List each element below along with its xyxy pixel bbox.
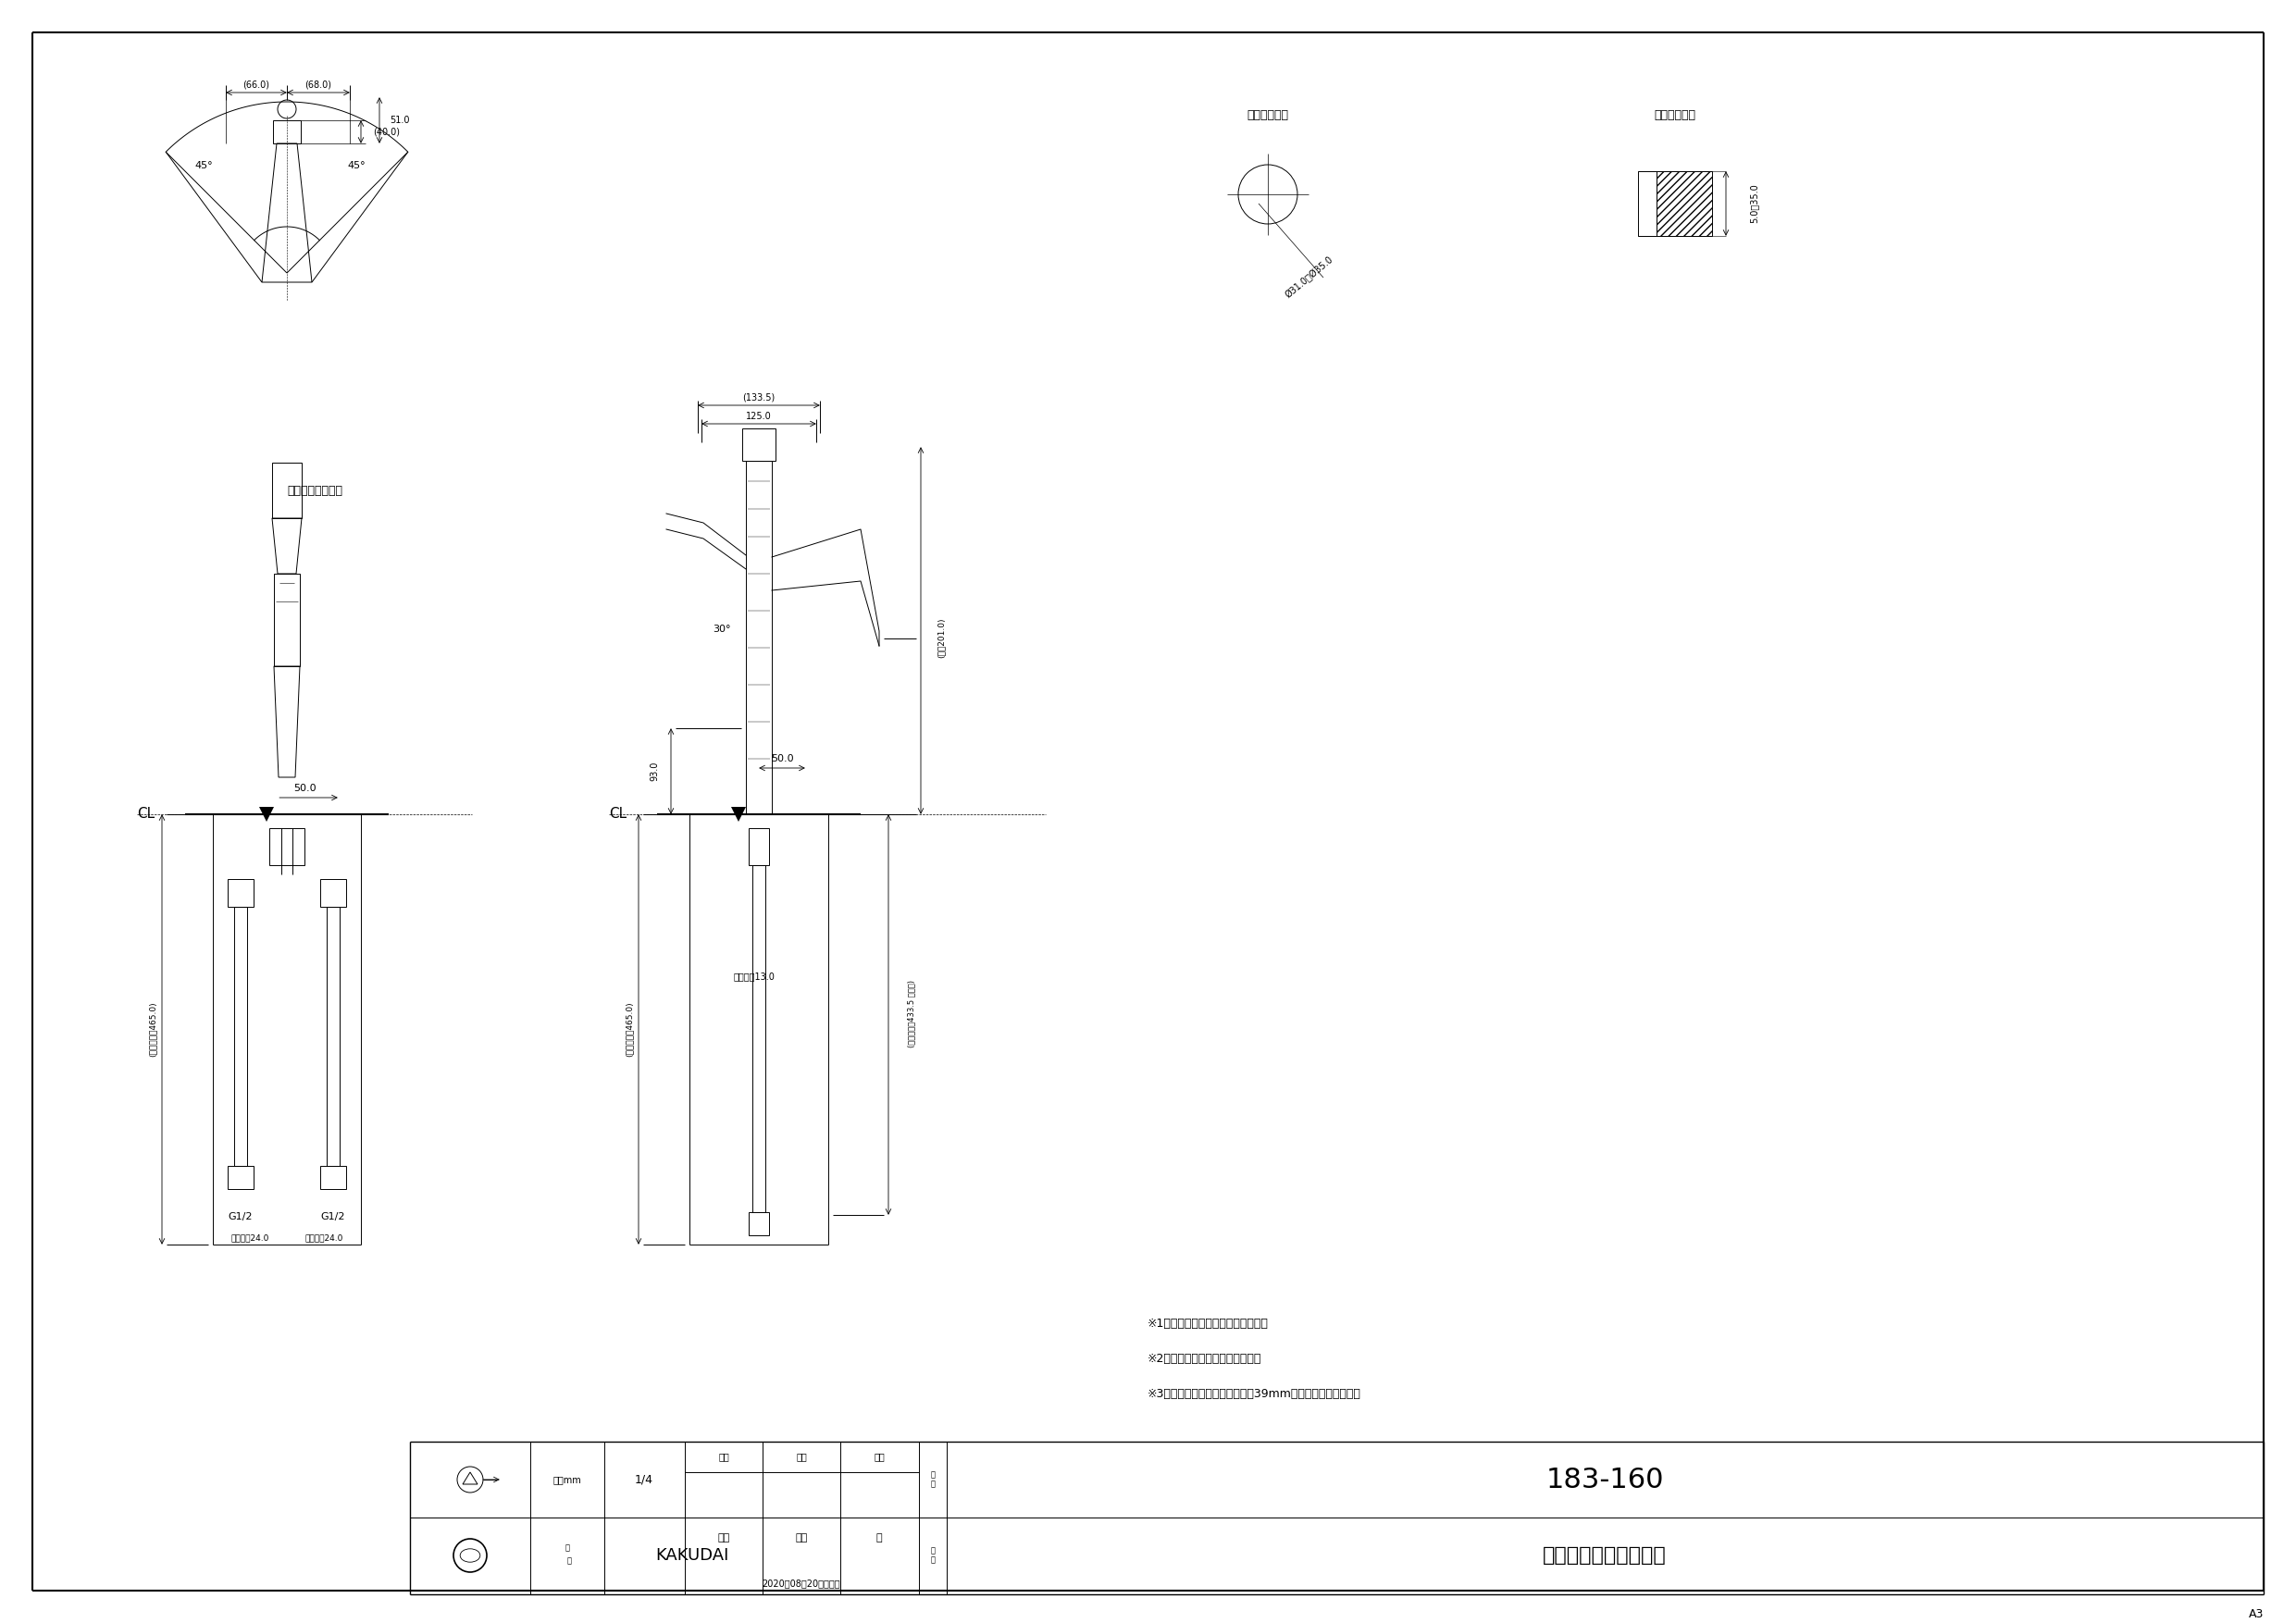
Text: KAKUDAI: KAKUDAI xyxy=(654,1547,728,1565)
Text: 品
名: 品 名 xyxy=(930,1547,934,1565)
Polygon shape xyxy=(259,807,273,821)
Text: A3: A3 xyxy=(2248,1608,2264,1620)
Text: 5.0～35.0: 5.0～35.0 xyxy=(1750,183,1759,224)
Text: 93.0: 93.0 xyxy=(650,761,659,781)
Text: G1/2: G1/2 xyxy=(227,1212,253,1222)
Text: 1/4: 1/4 xyxy=(636,1474,654,1485)
Text: CL: CL xyxy=(608,807,627,821)
Bar xyxy=(227,1165,253,1190)
Text: ※3　ブレードホースは曲げ半彄39mm以上を確保すること。: ※3 ブレードホースは曲げ半彄39mm以上を確保すること。 xyxy=(1148,1388,1362,1399)
Bar xyxy=(273,120,301,143)
Text: 30°: 30° xyxy=(712,625,730,635)
Bar xyxy=(227,880,253,907)
Bar xyxy=(319,1165,347,1190)
Text: 承認: 承認 xyxy=(875,1453,884,1461)
Text: 製図: 製図 xyxy=(719,1453,730,1461)
Text: 黒崎: 黒崎 xyxy=(719,1534,730,1542)
Bar xyxy=(319,880,347,907)
Text: 尺: 尺 xyxy=(565,1543,569,1552)
Text: 六角対辺24.0: 六角対辺24.0 xyxy=(305,1233,344,1242)
Text: 度: 度 xyxy=(567,1556,572,1565)
Text: 品
番: 品 番 xyxy=(930,1470,934,1488)
Text: 51.0: 51.0 xyxy=(390,115,409,125)
Text: 2020年08月20日　作成: 2020年08月20日 作成 xyxy=(762,1579,840,1587)
Text: 祝: 祝 xyxy=(877,1534,882,1542)
Text: CL: CL xyxy=(138,807,154,821)
Text: ハンドル回転角度: ハンドル回転角度 xyxy=(287,484,342,497)
Text: 45°: 45° xyxy=(195,161,214,170)
Text: (取付部より433.5 基準値): (取付部より433.5 基準値) xyxy=(907,980,916,1048)
Text: Ø31.0～Ø35.0: Ø31.0～Ø35.0 xyxy=(1283,255,1336,300)
Text: (取付部より465.0): (取付部より465.0) xyxy=(625,1001,634,1057)
Text: 45°: 45° xyxy=(347,161,365,170)
Text: (40.0): (40.0) xyxy=(374,127,400,136)
Bar xyxy=(742,428,776,461)
Text: 山田: 山田 xyxy=(794,1534,808,1542)
Text: 天板取付穴径: 天板取付穴径 xyxy=(1247,110,1288,122)
Text: (133.5): (133.5) xyxy=(742,393,776,403)
Text: 検図: 検図 xyxy=(797,1453,806,1461)
Bar xyxy=(326,907,340,1165)
Bar xyxy=(748,1212,769,1235)
Bar xyxy=(753,865,765,1212)
Text: 125.0: 125.0 xyxy=(746,412,771,420)
Text: 50.0: 50.0 xyxy=(771,755,794,763)
Bar xyxy=(273,573,301,665)
Bar xyxy=(748,828,769,865)
Text: (取付部より465.0): (取付部より465.0) xyxy=(149,1001,156,1057)
Bar xyxy=(269,828,305,865)
Text: 50.0: 50.0 xyxy=(294,784,317,794)
Bar xyxy=(273,463,301,518)
Bar xyxy=(1637,170,1655,235)
Bar xyxy=(234,907,248,1165)
Text: 六角対辺24.0: 六角対辺24.0 xyxy=(232,1233,269,1242)
Text: ※2　止水栓を必ず設置すること。: ※2 止水栓を必ず設置すること。 xyxy=(1148,1352,1263,1365)
Text: (66.0): (66.0) xyxy=(243,81,269,89)
Text: ※1　（）内寸法は参考寸法である。: ※1 （）内寸法は参考寸法である。 xyxy=(1148,1318,1270,1329)
Polygon shape xyxy=(730,807,746,821)
Bar xyxy=(746,461,771,815)
Text: (全長201.0): (全長201.0) xyxy=(937,617,946,657)
Text: 天板締付範囲: 天板締付範囲 xyxy=(1653,110,1697,122)
Text: 183-160: 183-160 xyxy=(1545,1466,1665,1493)
Text: 六角対辺13.0: 六角対辺13.0 xyxy=(732,972,776,980)
Text: G1/2: G1/2 xyxy=(321,1212,344,1222)
Text: 単位mm: 単位mm xyxy=(553,1475,581,1483)
Bar xyxy=(1655,170,1713,235)
Text: (68.0): (68.0) xyxy=(305,81,331,89)
Text: シングルレバー混合栓: シングルレバー混合栓 xyxy=(1543,1547,1667,1565)
